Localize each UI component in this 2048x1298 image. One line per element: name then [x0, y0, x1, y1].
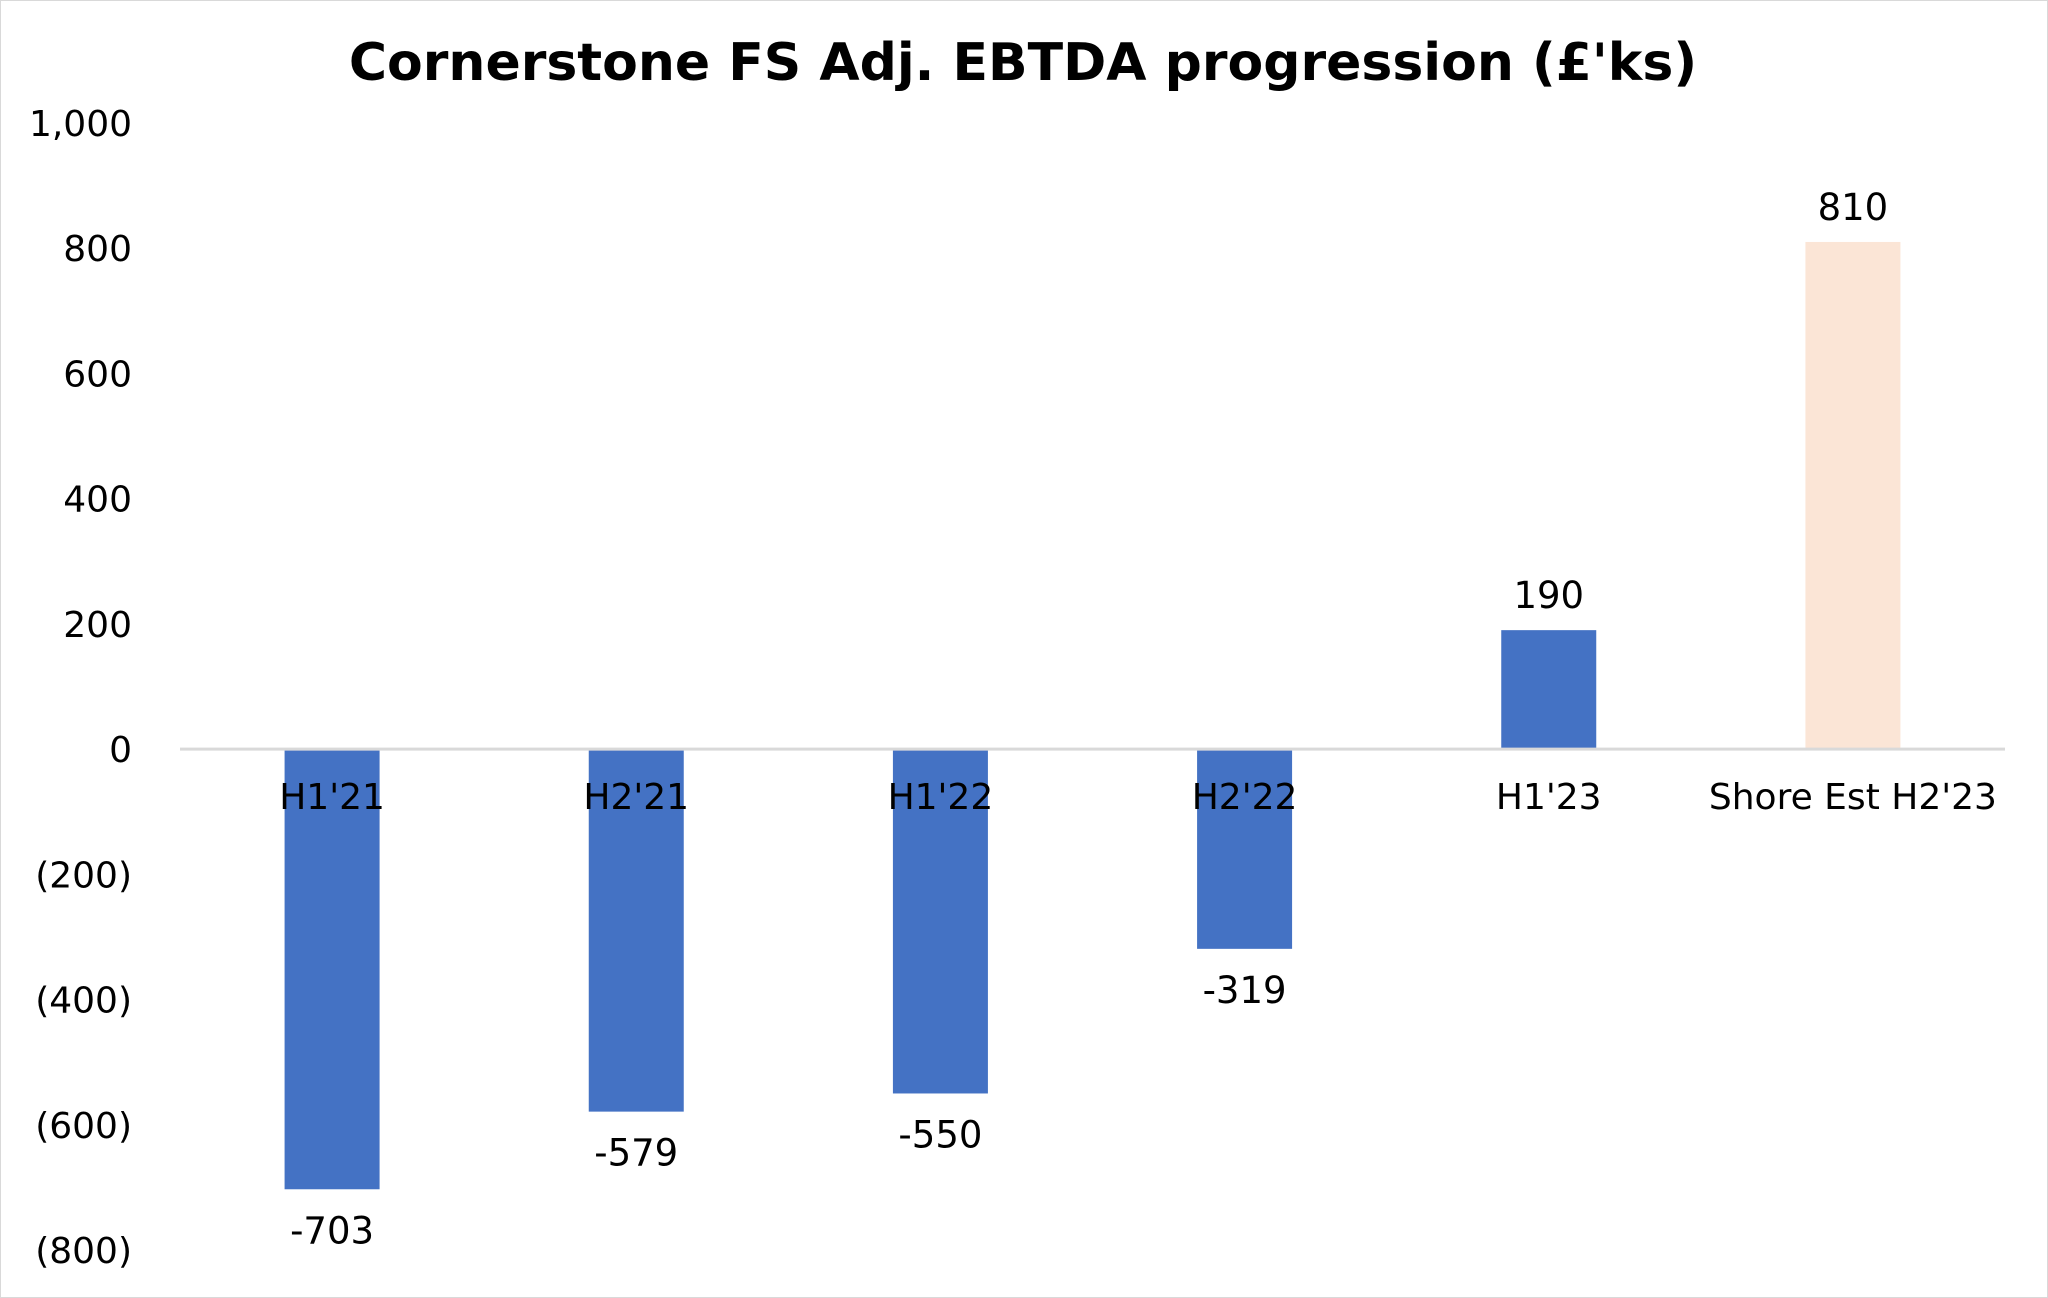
data-label: 810 [1818, 186, 1889, 229]
y-tick-label: 0 [109, 730, 132, 771]
data-label: -550 [898, 1113, 982, 1156]
x-category-label: Shore Est H2'23 [1709, 777, 1997, 818]
bar [1501, 630, 1597, 750]
bars [284, 241, 1901, 1190]
y-tick-label: (600) [35, 1106, 132, 1147]
x-category-label: H1'21 [279, 777, 385, 818]
data-label: 190 [1513, 574, 1584, 617]
y-tick-label: 800 [63, 229, 132, 270]
bar [1805, 241, 1901, 750]
bar [588, 749, 684, 1112]
y-tick-label: (800) [35, 1231, 132, 1272]
y-tick-label: 200 [63, 605, 132, 646]
y-tick-label: 600 [63, 354, 132, 395]
y-axis-ticks: 1,000 800 600 400 200 0 (200) (400) (600) (800) [29, 104, 132, 1272]
x-category-label: H2'21 [583, 777, 689, 818]
y-tick-label: 1,000 [29, 104, 132, 145]
y-tick-label: (400) [35, 981, 132, 1022]
x-category-label: H2'22 [1192, 777, 1298, 818]
chart-title: Cornerstone FS Adj. EBTDA progression (£… [349, 33, 1697, 93]
bar [1197, 749, 1293, 949]
y-tick-label: (200) [35, 855, 132, 896]
x-category-label: H1'22 [888, 777, 994, 818]
x-category-label: H1'23 [1496, 777, 1602, 818]
category-labels: H1'21 H2'21 H1'22 H2'22 H1'23 Shore Est H2'23 [279, 777, 1997, 818]
bar [892, 749, 988, 1094]
y-tick-label: 400 [63, 480, 132, 521]
data-label: -319 [1203, 969, 1287, 1012]
data-label: -579 [594, 1132, 678, 1175]
bar [284, 749, 380, 1190]
data-labels: -703 -579 -550 -319 190 810 [290, 186, 1888, 1252]
data-label: -703 [290, 1209, 374, 1252]
